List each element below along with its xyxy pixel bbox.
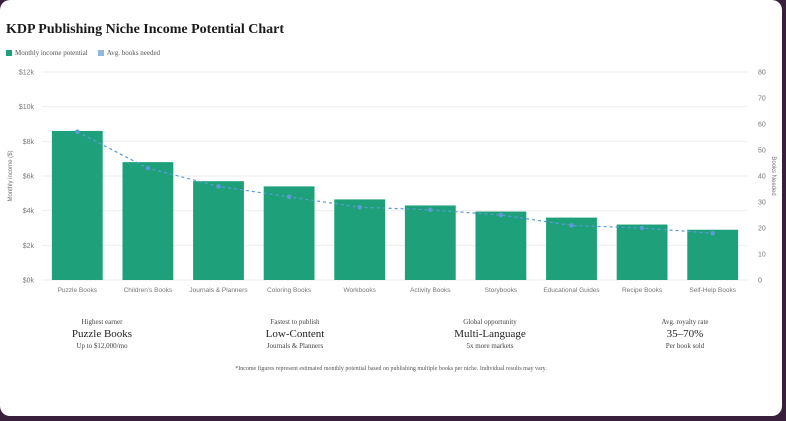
line-point — [710, 230, 715, 236]
y-tick-label: $8k — [23, 139, 35, 146]
y-tick-label: $4k — [23, 208, 35, 215]
y-tick-label: $12k — [19, 70, 35, 77]
stat-sub: Per book sold — [665, 342, 705, 350]
y2-tick-label: 70 — [758, 96, 766, 103]
x-tick-label: Children's Books — [124, 287, 173, 294]
line-point — [428, 207, 433, 213]
stat-label: Avg. royalty rate — [661, 318, 709, 326]
legend-swatch-income — [6, 50, 12, 56]
stats-row: Highest earner Puzzle Books Up to $12,00… — [0, 318, 782, 358]
bar — [404, 205, 456, 280]
y-axis-title: Monthly income ($) — [8, 150, 14, 201]
y-tick-label: $10k — [19, 104, 35, 111]
bar — [546, 217, 597, 280]
legend-item-books[interactable]: Avg. books needed — [97, 49, 161, 57]
stat-value: Low-Content — [265, 328, 325, 340]
y2-tick-label: 40 — [758, 174, 766, 181]
stat-label: Fastest to publish — [270, 318, 320, 326]
stat-fastest-publish: Fastest to publish Low-Content Journals … — [225, 318, 365, 350]
bar — [334, 199, 386, 280]
x-tick-label: Journals & Planners — [189, 287, 248, 294]
legend-item-income[interactable]: Monthly income potential — [6, 49, 88, 57]
stat-global-opportunity: Global opportunity Multi-Language 5x mor… — [420, 318, 560, 350]
chart-title: KDP Publishing Niche Income Potential Ch… — [6, 22, 285, 37]
y2-tick-label: 60 — [758, 122, 766, 129]
legend-swatch-books — [97, 50, 104, 56]
x-tick-label: Educational Guides — [543, 287, 600, 294]
y2-tick-label: 50 — [758, 148, 766, 155]
line-point — [639, 225, 645, 231]
x-tick-label: Self-Help Books — [689, 287, 736, 294]
stat-sub: 5x more markets — [466, 342, 514, 350]
y2-tick-label: 80 — [758, 70, 766, 77]
line-point — [75, 129, 80, 135]
y2-tick-label: 20 — [758, 226, 766, 233]
bar — [122, 162, 174, 280]
stat-sub: Up to $12,000/mo — [76, 342, 128, 350]
series-line-books — [77, 131, 713, 234]
y2-tick-label: 0 — [758, 278, 762, 285]
bar — [687, 229, 739, 280]
line-point — [216, 184, 221, 189]
y-tick-label: $0k — [23, 278, 35, 285]
stat-value: Multi-Language — [454, 328, 526, 340]
y2-axis-title: Books Needed — [770, 156, 776, 195]
footnote: *Income figures represent estimated mont… — [235, 366, 547, 372]
stat-value: Puzzle Books — [71, 328, 133, 340]
y-tick-label: $2k — [23, 243, 35, 250]
legend-label-income: Monthly income potential — [15, 49, 88, 57]
bar — [475, 211, 527, 280]
bar — [616, 224, 668, 280]
y2-tick-label: 10 — [758, 252, 766, 259]
x-tick-label: Workbooks — [343, 287, 376, 294]
x-tick-label: Puzzle Books — [58, 287, 98, 294]
legend-label-books: Avg. books needed — [106, 49, 161, 57]
stat-label: Global opportunity — [463, 318, 517, 326]
line-point — [569, 223, 574, 228]
y2-tick-label: 30 — [758, 200, 766, 207]
stat-highest-earner: Highest earner Puzzle Books Up to $12,00… — [32, 318, 172, 350]
x-tick-label: Coloring Books — [267, 287, 312, 294]
chart-plot: $0k $2k $4k $6k $8k $10k $12k 0 10 20 30 40 50 60 70 80… — [8, 70, 776, 295]
stat-sub: Journals & Planners — [266, 342, 324, 350]
stat-value: 35–70% — [666, 328, 704, 340]
stat-royalty-rate: Avg. royalty rate 35–70% Per book sold — [615, 318, 755, 350]
line-point — [145, 165, 151, 171]
line-point — [357, 204, 363, 210]
stat-label: Highest earner — [81, 318, 123, 326]
line-point — [498, 212, 504, 218]
bar — [263, 186, 315, 280]
bar — [51, 130, 103, 280]
x-tick-label: Recipe Books — [622, 287, 663, 294]
bar — [193, 181, 244, 280]
y-tick-label: $6k — [23, 174, 35, 181]
x-tick-label: Activity Books — [410, 287, 451, 294]
line-point — [286, 194, 292, 200]
legend: Monthly income potential Avg. books need… — [6, 49, 160, 57]
x-tick-label: Storybooks — [485, 287, 518, 294]
